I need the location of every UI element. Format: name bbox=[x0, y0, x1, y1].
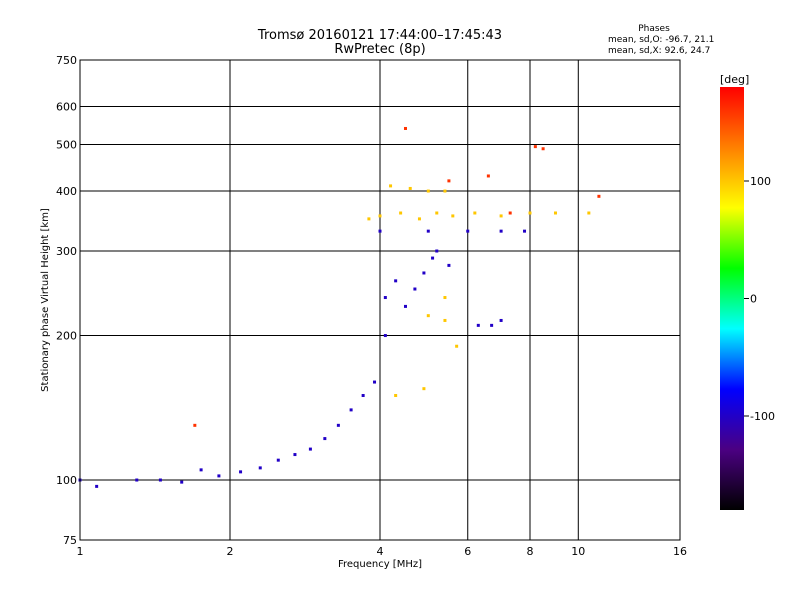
x-tick-label: 16 bbox=[673, 545, 687, 558]
colorbar-tick-label: -100 bbox=[750, 410, 775, 423]
data-point bbox=[486, 174, 490, 178]
data-point bbox=[308, 447, 312, 451]
data-point bbox=[455, 344, 459, 348]
colorbar-tick-label: 0 bbox=[750, 293, 757, 306]
data-point bbox=[276, 458, 280, 462]
grid-lines bbox=[80, 60, 680, 540]
data-point bbox=[373, 380, 377, 384]
data-point bbox=[443, 189, 447, 193]
data-point bbox=[435, 249, 439, 253]
data-point bbox=[490, 323, 494, 327]
data-point bbox=[180, 480, 184, 484]
data-point bbox=[422, 271, 426, 275]
data-point bbox=[451, 214, 455, 218]
x-tick-label: 6 bbox=[464, 545, 471, 558]
y-tick-label: 75 bbox=[63, 534, 77, 547]
data-point bbox=[447, 263, 451, 267]
data-point bbox=[447, 179, 451, 183]
data-point bbox=[399, 211, 403, 215]
data-point bbox=[258, 466, 262, 470]
data-point bbox=[193, 423, 197, 427]
chart-subtitle: RwPretec (8p) bbox=[334, 42, 425, 57]
data-point bbox=[383, 296, 387, 300]
data-point bbox=[394, 279, 398, 283]
data-point bbox=[293, 453, 297, 457]
data-point bbox=[533, 145, 537, 149]
data-point bbox=[158, 478, 162, 482]
data-point bbox=[435, 211, 439, 215]
y-axis-label: Stationary phase Virtual Height [km] bbox=[40, 208, 51, 392]
y-tick-label: 100 bbox=[56, 474, 77, 487]
data-point bbox=[323, 437, 327, 441]
y-tick-label: 600 bbox=[56, 101, 77, 114]
data-point bbox=[417, 217, 421, 221]
y-tick-label: 400 bbox=[56, 185, 77, 198]
x-tick-label: 8 bbox=[527, 545, 534, 558]
data-point bbox=[499, 318, 503, 322]
data-points bbox=[78, 126, 601, 488]
data-point bbox=[553, 211, 557, 215]
y-tick-label: 200 bbox=[56, 330, 77, 343]
data-point bbox=[349, 408, 353, 412]
data-point bbox=[422, 387, 426, 391]
data-point bbox=[597, 194, 601, 198]
data-point bbox=[443, 296, 447, 300]
data-point bbox=[473, 211, 477, 215]
colorbar bbox=[720, 87, 744, 510]
data-point bbox=[466, 229, 470, 233]
y-tick-label: 300 bbox=[56, 245, 77, 258]
data-point bbox=[508, 211, 512, 215]
data-point bbox=[403, 304, 407, 308]
data-point bbox=[443, 318, 447, 322]
data-point bbox=[499, 214, 503, 218]
data-point bbox=[403, 126, 407, 130]
y-tick-label: 750 bbox=[56, 54, 77, 67]
colorbar-label: [deg] bbox=[720, 73, 749, 86]
data-point bbox=[367, 217, 371, 221]
data-point bbox=[336, 423, 340, 427]
phase-stats-title: Phases bbox=[638, 24, 670, 34]
x-tick-label: 4 bbox=[377, 545, 384, 558]
data-point bbox=[361, 394, 365, 398]
data-point bbox=[135, 478, 139, 482]
data-point bbox=[239, 470, 243, 474]
data-point bbox=[394, 394, 398, 398]
data-point bbox=[413, 287, 417, 291]
data-point bbox=[541, 147, 545, 151]
chart-title: Tromsø 20160121 17:44:00–17:45:43 bbox=[257, 28, 502, 43]
data-point bbox=[199, 468, 203, 472]
x-tick-label: 1 bbox=[77, 545, 84, 558]
data-point bbox=[587, 211, 591, 215]
data-point bbox=[378, 229, 382, 233]
data-point bbox=[431, 256, 435, 260]
data-point bbox=[217, 474, 221, 478]
x-tick-label: 2 bbox=[227, 545, 234, 558]
data-point bbox=[95, 484, 99, 488]
data-point bbox=[389, 184, 393, 188]
x-axis-label: Frequency [MHz] bbox=[338, 559, 422, 570]
data-point bbox=[383, 334, 387, 338]
data-point bbox=[426, 314, 430, 318]
data-point bbox=[378, 214, 382, 218]
y-tick-label: 500 bbox=[56, 139, 77, 152]
data-point bbox=[499, 229, 503, 233]
data-point bbox=[523, 229, 527, 233]
colorbar-tick-label: 100 bbox=[750, 175, 771, 188]
phase-stats-o: mean, sd,O: -96.7, 21.1 bbox=[608, 35, 714, 45]
data-point bbox=[426, 189, 430, 193]
plot-frame bbox=[79, 59, 681, 541]
data-point bbox=[476, 323, 480, 327]
colorbar-ticks: 100 0 -100 bbox=[744, 175, 775, 423]
axis-ticks: 1 2 4 6 8 10 16 75 100 200 300 400 500 600 750 bbox=[56, 54, 687, 558]
data-point bbox=[426, 229, 430, 233]
data-point bbox=[528, 211, 532, 215]
x-tick-label: 10 bbox=[571, 545, 585, 558]
phase-stats-x: mean, sd,X: 92.6, 24.7 bbox=[608, 46, 710, 56]
data-point bbox=[408, 186, 412, 190]
